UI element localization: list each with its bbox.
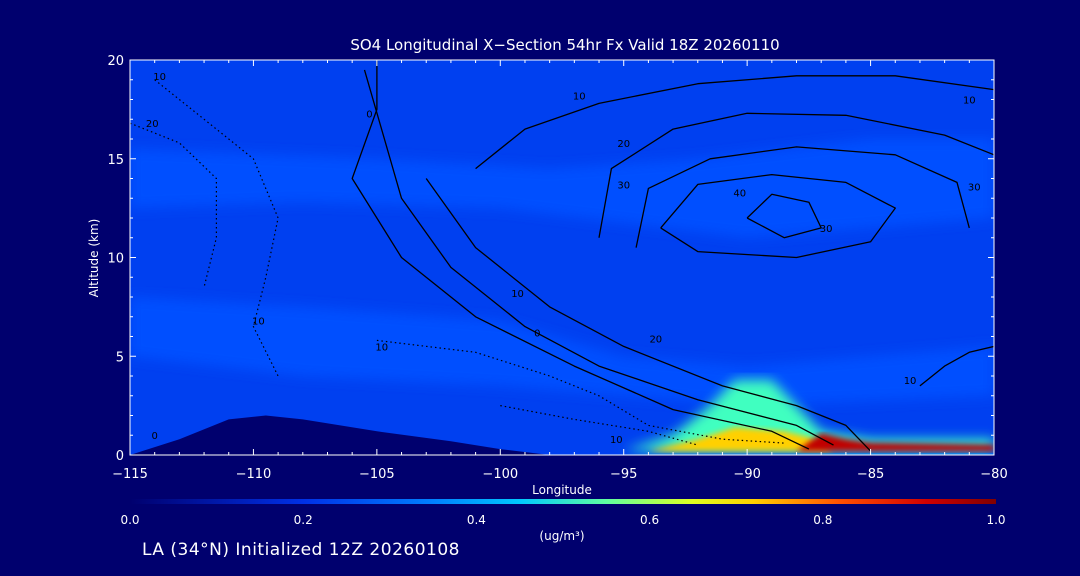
y-tick-label: 20 [107,54,124,69]
fill-region-terrain [130,415,550,455]
contour-label: 10 [573,92,586,103]
colorbar-tick-label: 0.2 [294,513,313,527]
contour-line [130,122,217,288]
x-tick-label: −90 [733,467,760,482]
y-tick-label: 0 [116,449,124,464]
colorbar-tick-label: 0.4 [467,513,486,527]
plot-area: 10 20 0 10 10 20 30 40 30 30 10 0 20 10 10 10 10 0 [130,60,994,455]
x-axis-label: Longitude [532,483,592,497]
contour-label: 0 [151,431,157,442]
x-tick-label: −95 [610,467,637,482]
contour-line [635,146,970,248]
contour-line [598,112,994,238]
fill-region-pbl-max [796,433,994,452]
contour-line [500,405,698,446]
y-axis-label: Altitude (km) [87,219,101,298]
contour-label: 10 [252,317,265,328]
x-tick-label: −85 [857,467,884,482]
contour-label: 0 [366,109,372,120]
y-tick-label: 10 [107,252,124,267]
x-tick-label: −100 [482,467,518,482]
colorbar-tick-label: 0.0 [120,513,139,527]
x-tick-label: −80 [980,467,1007,482]
fill-region-pbl-plume [623,379,994,452]
contour-line [425,178,872,452]
contour-line [746,193,822,239]
x-tick-label: −115 [112,467,148,482]
colorbar-gradient [130,499,996,504]
contour-label: 30 [820,224,833,235]
colorbar-tick-label: 1.0 [986,513,1005,527]
colorbar-label: (ug/m³) [539,529,584,543]
colorbar-tick-label: 0.6 [640,513,659,527]
y-axis: 0 5 10 15 20 [107,54,994,464]
chart-title: SO4 Longitudinal X−Section 54hr Fx Valid… [350,36,779,54]
contour-label: 20 [146,119,159,130]
contour-label: 20 [649,334,662,345]
contour-line [351,60,810,450]
contour-label: 40 [733,188,746,199]
contour-label: 30 [617,180,630,191]
contour-line [154,79,279,377]
contour-line [376,339,785,444]
contour-label: 20 [617,139,630,150]
contour-label: 10 [153,72,166,83]
colorbar-tick-label: 0.8 [813,513,832,527]
contour-line [475,75,994,170]
fill-region-upper-band [130,139,994,238]
x-tick-label: −110 [236,467,272,482]
x-tick-label: −105 [359,467,395,482]
fill-region-pbl-core [648,427,834,452]
colorbar: 0.0 0.2 0.4 0.6 0.8 1.0 (ug/m³) [120,499,1006,543]
contour-label: 10 [904,376,917,387]
contour-label: 0 [534,329,540,340]
y-tick-label: 15 [107,153,124,168]
fill-region-mid-band [130,297,994,406]
contour-line [919,345,994,387]
contour-label: 10 [610,435,623,446]
contour-label: 10 [375,342,388,353]
contour-label: 30 [968,182,981,193]
contour-label: 10 [963,95,976,106]
contour-line [660,173,896,259]
footer-caption: LA (34°N) Initialized 12Z 20260108 [142,540,460,560]
contour-label: 10 [511,289,524,300]
y-tick-label: 5 [116,350,124,365]
contour-line [363,69,834,446]
x-axis: −115 −110 −105 −100 −95 −90 −85 −80 [112,60,1008,482]
